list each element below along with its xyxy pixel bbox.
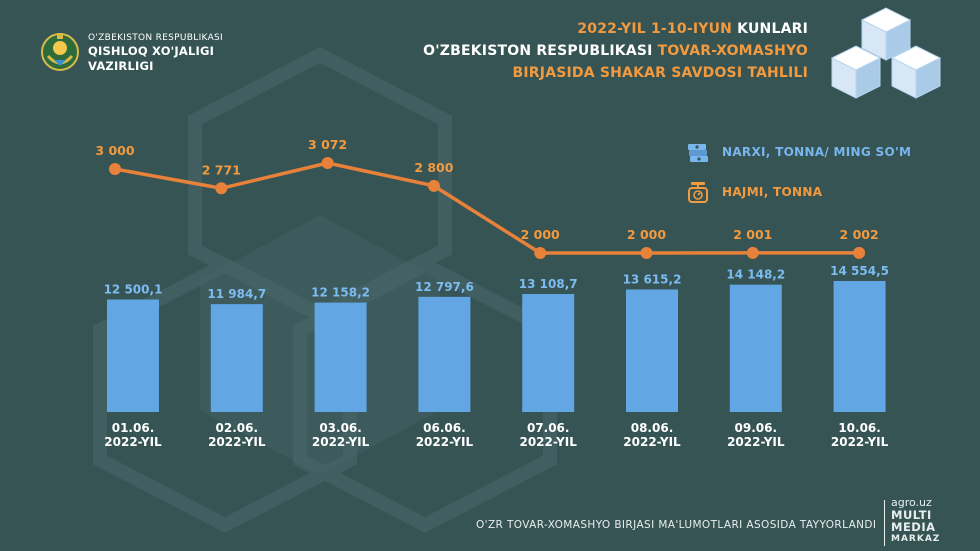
volume-point — [109, 163, 121, 176]
volume-point-label: 3 072 — [308, 137, 347, 152]
title-subject: BIRJASIDA SHAKAR SAVDOSI TAHLILI — [512, 65, 808, 81]
brand-divider — [884, 500, 885, 546]
price-bar-label: 11 984,7 — [207, 287, 266, 301]
x-tick-year: 2022-YIL — [727, 435, 785, 449]
legend-volume-label: HAJMI, TONNA — [722, 185, 823, 199]
x-tick-date: 01.06. — [112, 421, 155, 435]
brand-word-2: MEDIA — [891, 520, 936, 534]
price-bar-label: 12 158,2 — [311, 286, 370, 300]
x-tick-year: 2022-YIL — [831, 435, 889, 449]
ministry-name: O'ZBEKISTON RESPUBLIKASI QISHLOQ XO'JALI… — [88, 33, 223, 73]
price-bar — [314, 302, 367, 412]
ministry-country: O'ZBEKISTON RESPUBLIKASI — [88, 33, 224, 43]
volume-point — [321, 157, 334, 169]
volume-point-label: 2 771 — [202, 162, 241, 177]
volume-point — [427, 179, 440, 192]
volume-point-label: 3 000 — [95, 143, 134, 158]
page-title: 2022-YIL 1-10-IYUN KUNLARI O'ZBEKISTON R… — [423, 18, 808, 84]
brand-word-3: MARKAZ — [891, 534, 941, 544]
x-tick-date: 10.06. — [838, 421, 881, 435]
legend-price: NARXI, TONNA/ MING SO'M — [686, 132, 911, 172]
scale-icon — [688, 182, 708, 203]
ministry-line2: VAZIRLIGI — [88, 58, 154, 73]
x-tick-year: 2022-YIL — [519, 435, 577, 449]
volume-point — [215, 182, 228, 195]
price-bar — [418, 296, 471, 412]
chart-legend: NARXI, TONNA/ MING SO'M HAJMI, TONNA — [686, 132, 911, 212]
x-tick-year: 2022-YIL — [312, 435, 370, 449]
price-bar — [833, 281, 886, 412]
volume-point-label: 2 800 — [414, 160, 453, 175]
title-republic: O'ZBEKISTON RESPUBLIKASI — [423, 43, 653, 59]
sugar-cubes-icon — [830, 7, 942, 99]
volume-point-label: 2 001 — [733, 227, 772, 242]
title-exchange: TOVAR-XOMASHYO — [657, 43, 808, 59]
price-bar-label: 13 615,2 — [623, 272, 682, 286]
legend-volume: HAJMI, TONNA — [686, 172, 911, 212]
x-tick-year: 2022-YIL — [623, 435, 681, 449]
brand-site: agro.uz — [891, 496, 932, 509]
volume-point — [853, 246, 866, 259]
title-days: KUNLARI — [737, 21, 808, 37]
price-bar — [626, 289, 678, 412]
volume-line — [114, 161, 860, 255]
x-tick-year: 2022-YIL — [416, 435, 474, 449]
x-tick-date: 02.06. — [216, 421, 259, 435]
x-tick-date: 08.06. — [631, 421, 674, 435]
price-bar-label: 12 797,6 — [415, 280, 474, 294]
x-tick-year: 2022-YIL — [104, 435, 162, 449]
price-bar-label: 12 500,1 — [104, 282, 163, 296]
price-bar — [210, 304, 263, 412]
x-tick-date: 03.06. — [319, 421, 362, 435]
x-tick-year: 2022-YIL — [208, 435, 266, 449]
price-bar — [522, 294, 575, 412]
price-bar-label: 14 148,2 — [726, 268, 785, 282]
volume-point-label: 2 000 — [521, 227, 560, 242]
legend-price-label: NARXI, TONNA/ MING SO'M — [722, 145, 912, 159]
volume-point — [640, 247, 653, 259]
price-bar — [729, 284, 782, 412]
price-bar — [107, 299, 159, 412]
volume-point-label: 2 002 — [840, 227, 879, 242]
source-note: O'ZR TOVAR-XOMASHYO BIRJASI MA'LUMOTLARI… — [476, 519, 877, 531]
brand-word-1: MULTI — [891, 508, 932, 522]
agro-multimedia-logo: agro.uz MULTI MEDIA MARKAZ — [891, 497, 940, 545]
volume-point-label: 2 000 — [627, 227, 666, 242]
money-stack-icon — [688, 144, 708, 162]
price-bar-label: 13 108,7 — [519, 277, 578, 291]
x-tick-date: 07.06. — [527, 421, 570, 435]
price-bar-label: 14 554,5 — [830, 264, 889, 278]
uzbekistan-emblem-icon — [41, 33, 79, 71]
volume-point — [746, 246, 759, 259]
title-period: 2022-YIL 1-10-IYUN — [577, 21, 733, 37]
ministry-line1: QISHLOQ XO'JALIGI — [88, 44, 215, 59]
x-tick-date: 06.06. — [423, 421, 466, 435]
x-tick-date: 09.06. — [735, 421, 778, 435]
volume-point — [534, 247, 547, 259]
